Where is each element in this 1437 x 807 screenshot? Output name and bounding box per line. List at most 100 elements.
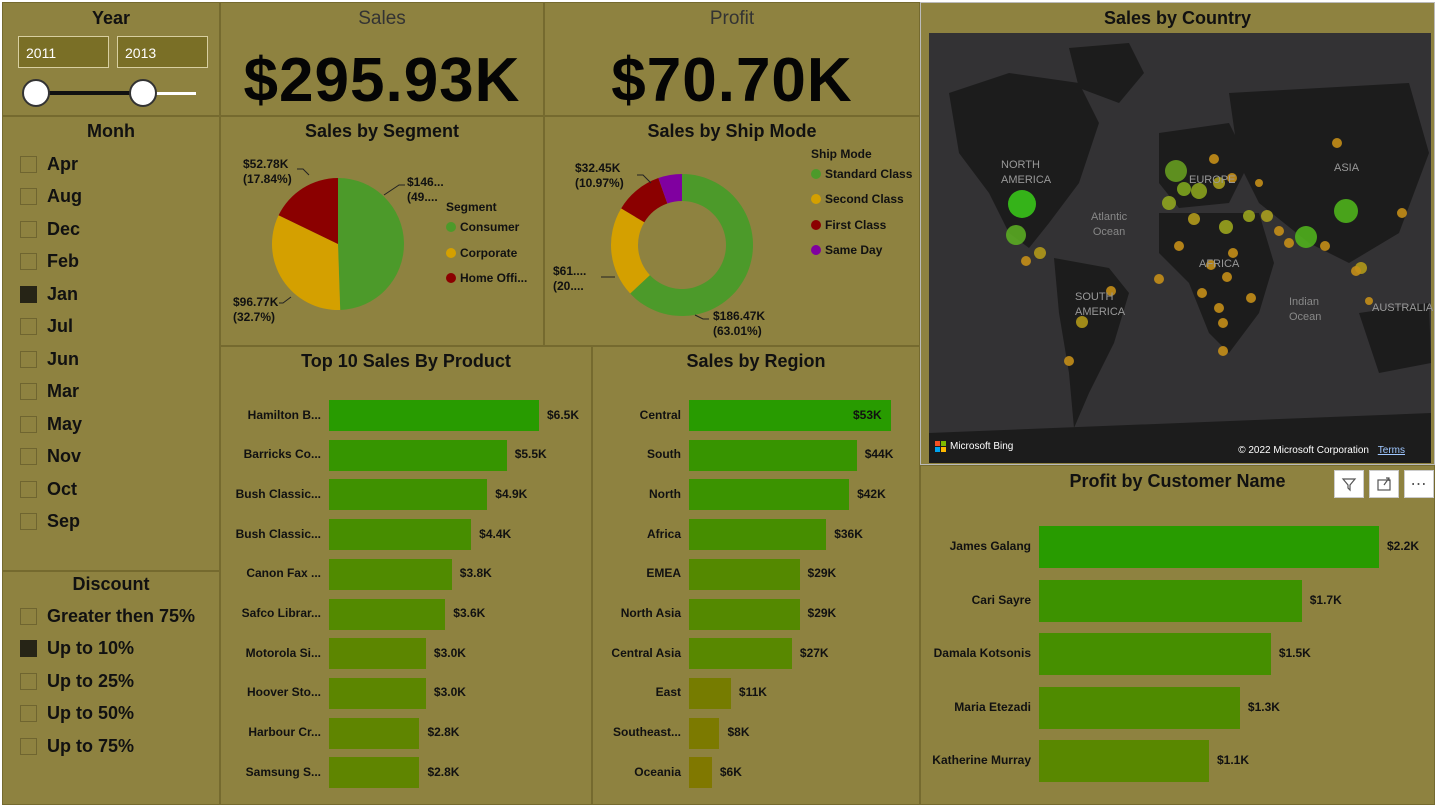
region-bar[interactable] [689,757,712,789]
discount-checkbox[interactable] [20,640,37,657]
month-checkbox[interactable] [20,285,37,303]
product-bar[interactable] [329,677,426,709]
month-item[interactable]: Feb [20,250,79,274]
product-bar[interactable] [329,558,452,590]
legend-first-class[interactable]: First Class [811,218,886,232]
legend-same-day[interactable]: Same Day [811,243,882,257]
shipmode-slice[interactable] [621,178,668,223]
sales-card: Sales $295.93K [220,2,544,116]
month-item[interactable]: Aug [20,185,82,209]
region-bar[interactable] [689,558,800,590]
discount-item[interactable]: Up to 75% [20,734,134,758]
segment-slice[interactable] [272,215,341,310]
product-bar[interactable] [329,400,539,431]
customer-bar[interactable] [1039,633,1271,675]
month-item[interactable]: Jul [20,315,73,339]
year-end-handle[interactable] [129,79,157,107]
discount-item[interactable]: Up to 10% [20,637,134,661]
segment-slice[interactable] [338,178,404,310]
map-canvas[interactable]: NORTH AMERICA Atlantic Ocean EUROPE ASIA A… [929,33,1433,463]
year-end-input[interactable]: 2013 [117,36,208,68]
region-bar[interactable] [689,677,731,709]
month-item[interactable]: Oct [20,477,77,501]
first-class-label: $32.45K (10.97%) [575,161,624,190]
product-bar[interactable] [329,638,426,670]
month-checkbox[interactable] [20,415,37,433]
terms-link[interactable]: Terms [1377,445,1405,456]
region-bar[interactable] [689,598,800,630]
product-category-label: Motorola Si... [245,645,321,660]
region-bar[interactable] [689,400,891,431]
discount-checkbox[interactable] [20,737,37,755]
segment-slice[interactable] [278,178,338,244]
shipmode-chart-title: Sales by Ship Mode [647,121,817,141]
year-start-input[interactable]: 2011 [18,36,109,68]
world-map[interactable] [929,33,1431,463]
customer-bar[interactable] [1039,526,1379,568]
bubble [1064,356,1074,366]
region-bar[interactable] [689,717,720,749]
month-checkbox[interactable] [20,448,37,465]
product-value-label: $4.9K [495,486,528,501]
month-checkbox[interactable] [20,155,37,173]
product-bar[interactable] [329,598,446,630]
legend-second-class[interactable]: Second Class [811,192,904,206]
bubble [1034,247,1046,259]
region-value-label: $29K [807,606,837,620]
year-start-handle[interactable] [22,79,50,107]
bubble [1209,154,1219,164]
month-item[interactable]: Nov [20,445,81,469]
month-checkbox[interactable] [20,350,37,368]
region-category-label: Oceania [634,764,681,779]
segment-pie[interactable] [221,117,544,346]
month-item-label: May [47,413,83,434]
month-checkbox[interactable] [20,220,37,238]
month-item[interactable]: Mar [20,380,79,404]
month-checkbox[interactable] [20,318,37,335]
customer-bar[interactable] [1039,740,1209,782]
discount-item[interactable]: Greater then 75% [20,604,195,628]
product-bar[interactable] [329,717,420,749]
country-map: Sales by Country [920,2,1435,465]
more-options-button[interactable]: ⋯ [1404,470,1434,498]
discount-checkbox[interactable] [20,705,37,722]
focus-mode-button[interactable] [1369,470,1399,498]
product-bar[interactable] [329,439,507,471]
month-item[interactable]: May [20,412,82,436]
month-checkbox[interactable] [20,253,37,270]
legend-consumer[interactable]: Consumer [446,220,519,234]
shipmode-donut[interactable] [545,117,920,346]
region-bar[interactable] [689,519,827,551]
month-checkbox[interactable] [20,383,37,400]
month-checkbox[interactable] [20,188,37,205]
customer-bar[interactable] [1039,579,1302,622]
month-checkbox[interactable] [20,513,37,530]
discount-item[interactable]: Up to 50% [20,702,134,726]
month-item[interactable]: Apr [20,152,78,176]
region-bar[interactable] [689,479,850,511]
discount-checkbox[interactable] [20,607,37,625]
shipmode-slice[interactable] [611,208,650,294]
region-bar[interactable] [689,439,857,471]
product-bar[interactable] [329,479,488,511]
region-category-label: North [649,486,681,501]
region-bar[interactable] [689,638,792,670]
month-item[interactable]: Sep [20,510,80,534]
customer-bar[interactable] [1039,686,1240,729]
microsoft-logo-icon [935,441,946,452]
discount-item[interactable]: Up to 25% [20,669,134,693]
shipmode-slice[interactable] [658,174,682,204]
month-checkbox[interactable] [20,480,37,498]
bubble [1214,303,1224,313]
month-item[interactable]: Jun [20,347,79,371]
product-bar[interactable] [329,519,472,551]
legend-home-office[interactable]: Home Offi... [446,271,527,285]
legend-corporate[interactable]: Corporate [446,246,517,260]
month-item[interactable]: Jan [20,282,78,306]
filter-button[interactable] [1334,470,1364,498]
shipmode-slice[interactable] [630,174,753,316]
product-bar[interactable] [329,757,420,789]
discount-checkbox[interactable] [20,672,37,690]
month-item[interactable]: Dec [20,217,80,241]
legend-standard-class[interactable]: Standard Class [811,167,912,181]
